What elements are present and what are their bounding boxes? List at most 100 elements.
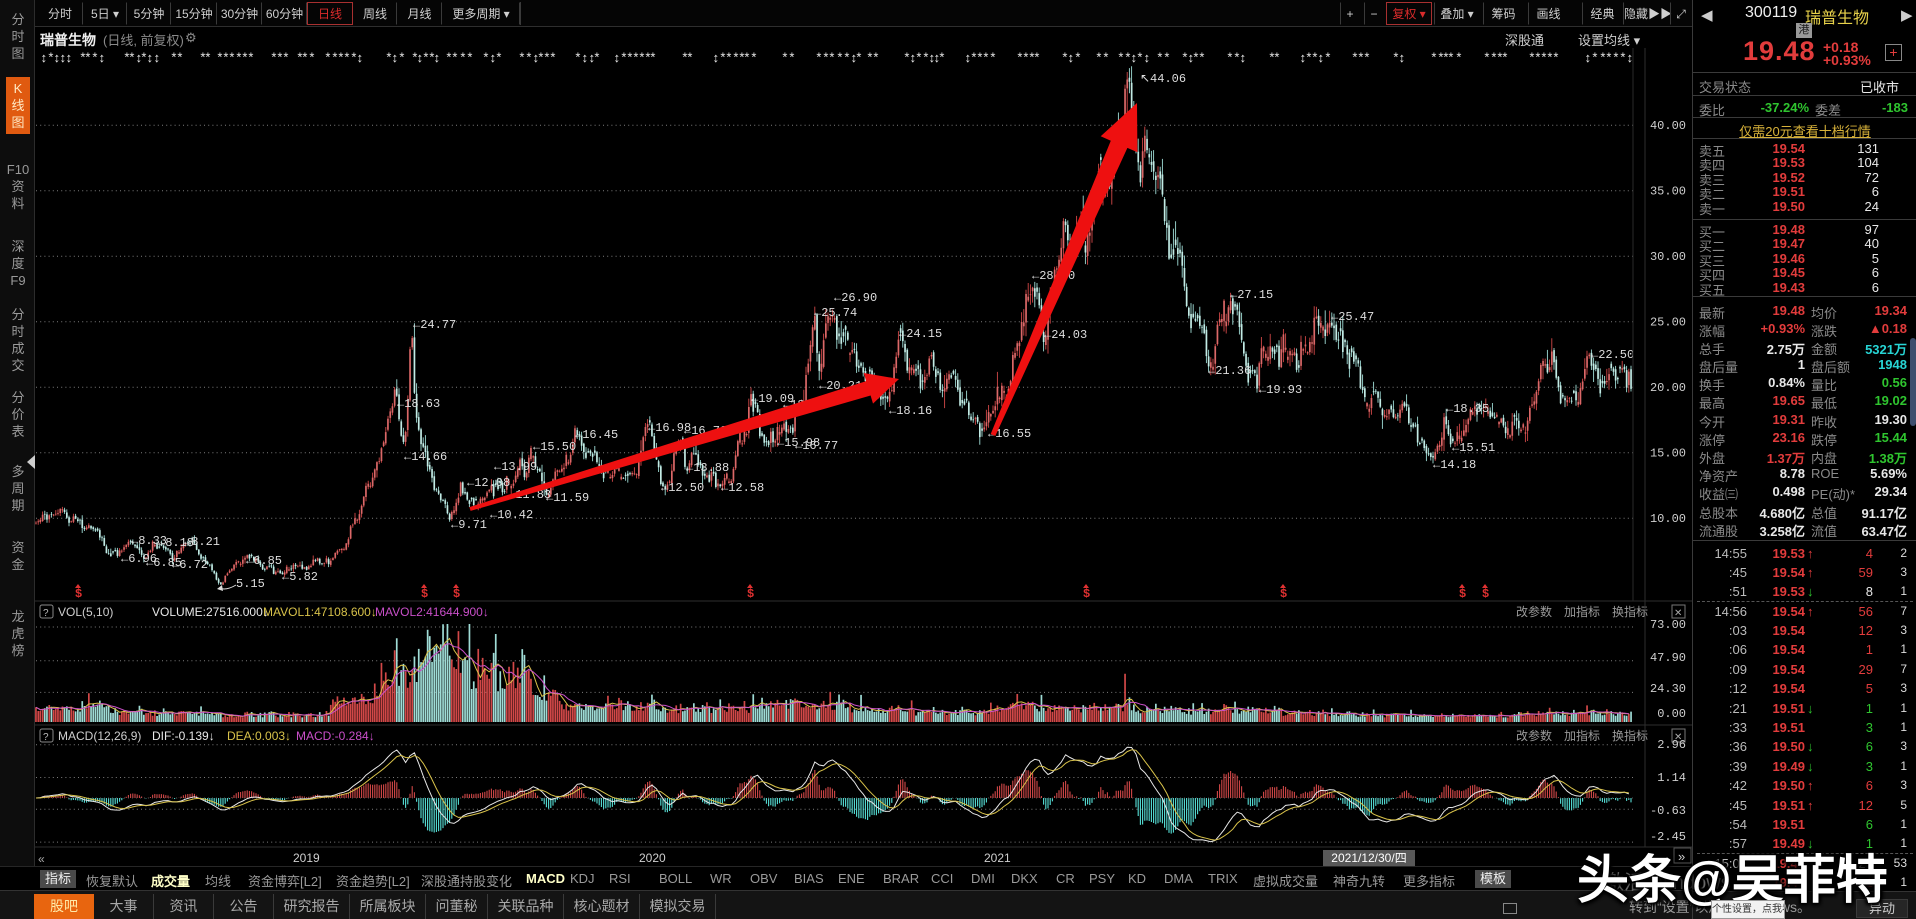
svg-text:*: * [632, 51, 640, 66]
svg-text:$: $ [747, 587, 754, 601]
svg-text:←26.90: ←26.90 [834, 291, 877, 305]
svg-text:←6.85: ←6.85 [146, 556, 182, 570]
svg-text:*: * [1305, 51, 1313, 66]
svg-text:↕: ↕ [588, 51, 596, 66]
svg-text:*: * [822, 51, 830, 66]
svg-text:←22.50: ←22.50 [1591, 348, 1634, 362]
svg-text:*: * [411, 51, 419, 66]
svg-text:*: * [1483, 51, 1491, 66]
svg-text:2.96: 2.96 [1657, 738, 1686, 752]
svg-text:47.90: 47.90 [1650, 651, 1686, 665]
svg-text:*: * [1496, 51, 1504, 66]
svg-text:*: * [1351, 51, 1359, 66]
svg-text:$: $ [1459, 587, 1466, 601]
svg-text:?: ? [43, 732, 49, 743]
svg-text:↕: ↕ [153, 51, 161, 66]
svg-text:*: * [1226, 51, 1234, 66]
svg-text:*: * [282, 51, 290, 66]
svg-text:↕: ↕ [532, 51, 540, 66]
svg-text:*: * [543, 51, 551, 66]
svg-text:←12.08: ←12.08 [467, 476, 510, 490]
svg-text:*: * [1136, 51, 1144, 66]
svg-text:MAVOL2:41644.900↓: MAVOL2:41644.900↓ [375, 605, 489, 619]
svg-text:←16.55: ←16.55 [988, 427, 1031, 441]
svg-text:*: * [574, 51, 582, 66]
svg-text:*: * [79, 51, 87, 66]
svg-text:-2.45: -2.45 [1650, 830, 1686, 844]
svg-text:↕: ↕ [909, 51, 917, 66]
svg-text:?: ? [43, 608, 49, 619]
svg-text:←18.63: ←18.63 [397, 397, 440, 411]
svg-text:*: * [216, 51, 224, 66]
svg-text:*: * [482, 51, 490, 66]
svg-text:*: * [681, 51, 689, 66]
svg-text:*: * [228, 51, 236, 66]
svg-text:↕: ↕ [489, 51, 497, 66]
svg-text:←27.15: ←27.15 [1230, 288, 1273, 302]
svg-text:←13.88: ←13.88 [686, 461, 729, 475]
svg-text:*: * [1117, 51, 1125, 66]
svg-text:↕: ↕ [1398, 51, 1406, 66]
svg-text:*: * [84, 51, 92, 66]
svg-text:↕: ↕ [581, 51, 589, 66]
svg-text:↕: ↕ [1067, 51, 1075, 66]
svg-text:*: * [296, 51, 304, 66]
svg-text:*: * [428, 51, 436, 66]
svg-text:*: * [1198, 51, 1206, 66]
svg-text:$: $ [75, 587, 82, 601]
svg-text:*: * [241, 51, 249, 66]
svg-text:DEA:0.003↓: DEA:0.003↓ [227, 729, 291, 743]
svg-text:»: » [1678, 849, 1685, 864]
svg-text:*: * [1540, 51, 1548, 66]
svg-text:$: $ [1482, 587, 1489, 601]
svg-text:↕: ↕ [1239, 51, 1247, 66]
svg-text:←18.16: ←18.16 [889, 404, 932, 418]
svg-text:*: * [1442, 51, 1450, 66]
svg-text:VOL(5,10): VOL(5,10) [58, 605, 113, 619]
svg-text:*: * [1033, 51, 1041, 66]
svg-text:↕: ↕ [933, 51, 941, 66]
svg-text:←24.15: ←24.15 [899, 327, 942, 341]
svg-text:*: * [1156, 51, 1164, 66]
svg-text:←16.98: ←16.98 [648, 421, 691, 435]
svg-text:*: * [1546, 51, 1554, 66]
svg-text:*: * [638, 51, 646, 66]
svg-text:-0.63: -0.63 [1650, 804, 1686, 818]
svg-text:*: * [91, 51, 99, 66]
svg-text:*: * [1363, 51, 1371, 66]
svg-text:*: * [398, 51, 406, 66]
svg-text:✕: ✕ [1674, 608, 1682, 619]
svg-text:←11.59: ←11.59 [546, 491, 589, 505]
svg-text:←14.18: ←14.18 [1433, 458, 1476, 472]
svg-text:*: * [815, 51, 823, 66]
svg-text:←24.03: ←24.03 [1044, 328, 1087, 342]
svg-text:←10.42: ←10.42 [490, 508, 533, 522]
svg-text:*: * [872, 51, 880, 66]
svg-text:←6.96: ←6.96 [121, 552, 157, 566]
svg-text:↕: ↕ [1299, 51, 1307, 66]
svg-text:*: * [1022, 51, 1030, 66]
svg-text:←15.50: ←15.50 [533, 440, 576, 454]
svg-text:*: * [222, 51, 230, 66]
svg-text:$: $ [421, 587, 428, 601]
svg-text:*: * [445, 51, 453, 66]
svg-text:20.00: 20.00 [1650, 381, 1686, 395]
svg-text:$: $ [453, 587, 460, 601]
svg-text:↕: ↕ [146, 51, 154, 66]
svg-text:↕: ↕ [433, 51, 441, 66]
svg-text:←14.66: ←14.66 [404, 450, 447, 464]
svg-text:*: * [1324, 51, 1332, 66]
svg-text:*: * [743, 51, 751, 66]
svg-text:2019: 2019 [293, 851, 320, 865]
svg-text:*: * [1181, 51, 1189, 66]
svg-text:↕: ↕ [1584, 51, 1592, 66]
svg-text:35.00: 35.00 [1650, 185, 1686, 199]
svg-text:*: * [1437, 51, 1445, 66]
svg-text:«: « [38, 852, 45, 866]
svg-text:*: * [518, 51, 526, 66]
svg-text:↖44.06: ↖44.06 [1140, 72, 1186, 86]
svg-text:←18.35: ←18.35 [1446, 402, 1489, 416]
svg-text:*: * [976, 51, 984, 66]
svg-text:*: * [1095, 51, 1103, 66]
svg-text:↕: ↕ [53, 51, 61, 66]
